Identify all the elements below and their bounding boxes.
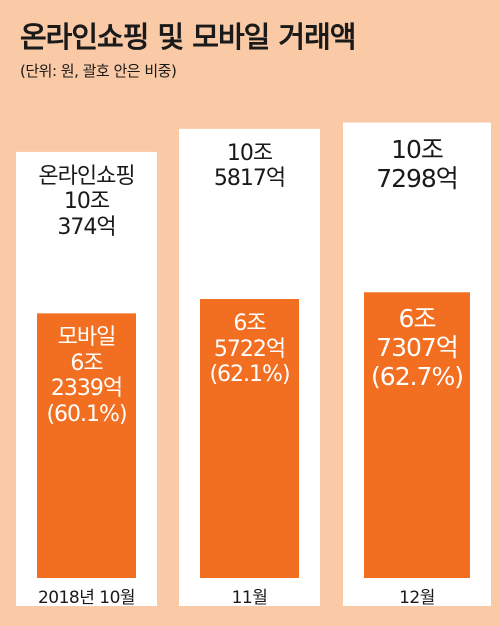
online-shopping-value-label: 10조 5817억 [213, 140, 286, 192]
mobile-value-label: 6조 5722억 (62.1%) [209, 311, 290, 388]
x-axis-category-label: 11월 [231, 588, 268, 608]
bar-mobile-0 [37, 313, 136, 578]
x-axis-category-label: 12월 [399, 588, 435, 608]
bar-mobile-2 [364, 292, 470, 578]
bar-mobile-1 [200, 299, 299, 578]
online-shopping-value-label: 온라인쇼핑 10조 374억 [38, 163, 135, 240]
chart-title: 온라인쇼핑 및 모바일 거래액 [20, 20, 356, 54]
online-shopping-value-label: 10조 7298억 [376, 134, 459, 193]
mobile-value-label: 모바일 6조 2339억 (60.1%) [46, 325, 127, 427]
x-axis-category-label: 2018년 10월 [37, 588, 136, 608]
chart-subtitle: (단위: 원, 괄호 안은 비중) [20, 62, 177, 80]
mobile-value-label: 6조 7307억 (62.7%) [371, 304, 464, 392]
